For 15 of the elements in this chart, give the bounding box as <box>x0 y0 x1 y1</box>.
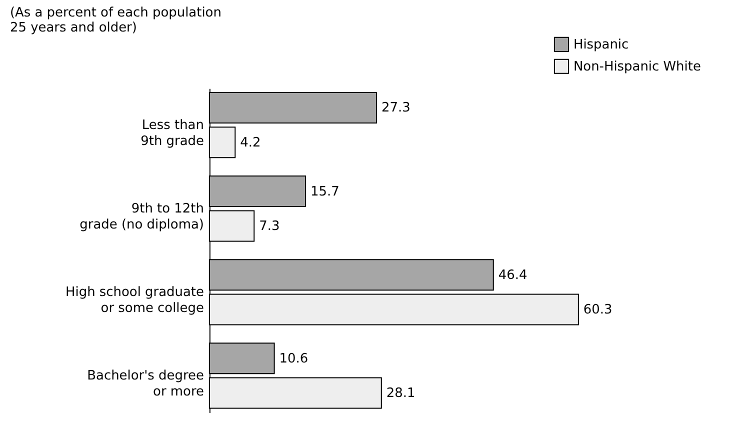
data-label: 10.6 <box>279 351 308 366</box>
y-tick-label: High school graduate or some college <box>66 285 204 316</box>
y-tick-label: Less than 9th grade <box>140 118 204 150</box>
data-label: 27.3 <box>381 100 410 116</box>
data-label: 15.7 <box>310 184 340 200</box>
legend-label: Hispanic <box>573 37 629 52</box>
data-label: 60.3 <box>583 302 612 318</box>
chart-title: (As a percent of each population 25 years and older) <box>10 6 222 36</box>
data-label: 4.2 <box>240 135 261 150</box>
y-tick-label: Bachelor's degree or more <box>87 368 204 400</box>
y-tick-label: 9th to 12th grade (no diploma) <box>80 202 204 233</box>
data-label: 7.3 <box>259 218 280 234</box>
data-label: 46.4 <box>498 268 528 283</box>
legend-label: Non-Hispanic White <box>573 59 701 74</box>
data-label: 28.1 <box>386 386 416 402</box>
